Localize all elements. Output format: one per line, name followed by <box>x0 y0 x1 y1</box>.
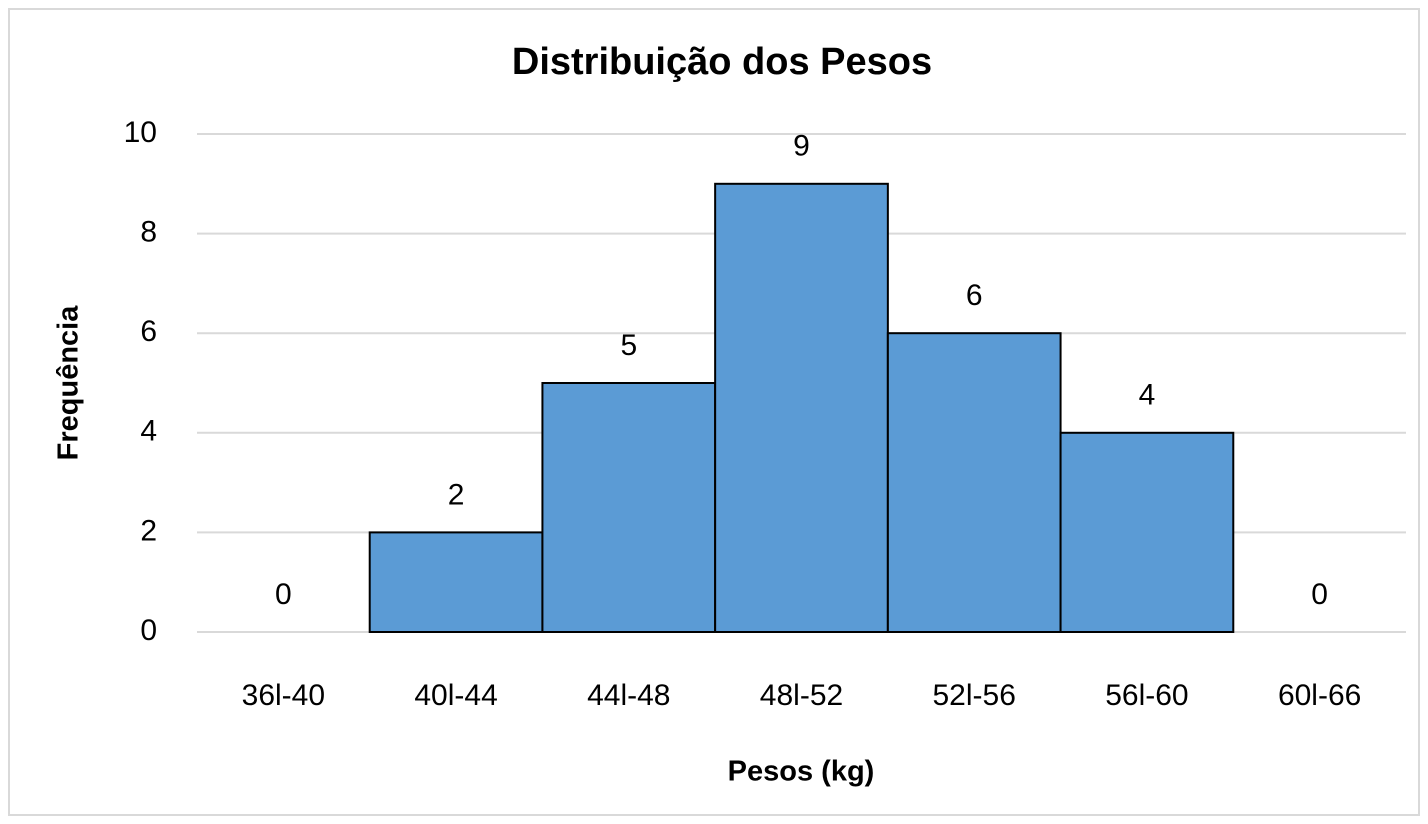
x-tick-label: 36l-40 <box>242 679 325 712</box>
x-tick-label: 48l-52 <box>760 679 843 712</box>
bar <box>541 382 717 633</box>
y-tick-label: 10 <box>124 116 157 149</box>
x-tick-label: 52l-56 <box>933 679 1016 712</box>
y-tick-label: 0 <box>140 614 157 647</box>
bar <box>368 531 544 634</box>
bar <box>714 182 889 634</box>
x-tick-label: 44l-48 <box>587 679 670 712</box>
x-axis-title: Pesos (kg) <box>728 756 875 788</box>
data-label: 5 <box>620 329 637 362</box>
data-label: 6 <box>966 279 983 312</box>
y-tick-label: 4 <box>140 415 157 448</box>
data-label: 0 <box>1311 578 1328 611</box>
y-axis-title: Frequência <box>53 305 85 461</box>
x-tick-label: 56l-60 <box>1105 679 1188 712</box>
bar <box>886 332 1062 633</box>
y-tick-label: 2 <box>140 514 157 547</box>
data-label: 4 <box>1139 379 1156 412</box>
bar <box>1059 431 1235 633</box>
y-tick-label: 8 <box>140 216 157 249</box>
y-tick-label: 6 <box>140 315 157 348</box>
data-label: 9 <box>793 130 810 163</box>
chart-title: Distribuição dos Pesos <box>512 41 932 83</box>
x-tick-label: 40l-44 <box>414 679 497 712</box>
data-label: 2 <box>448 478 465 511</box>
x-tick-label: 60l-66 <box>1278 679 1361 712</box>
data-label: 0 <box>275 578 292 611</box>
